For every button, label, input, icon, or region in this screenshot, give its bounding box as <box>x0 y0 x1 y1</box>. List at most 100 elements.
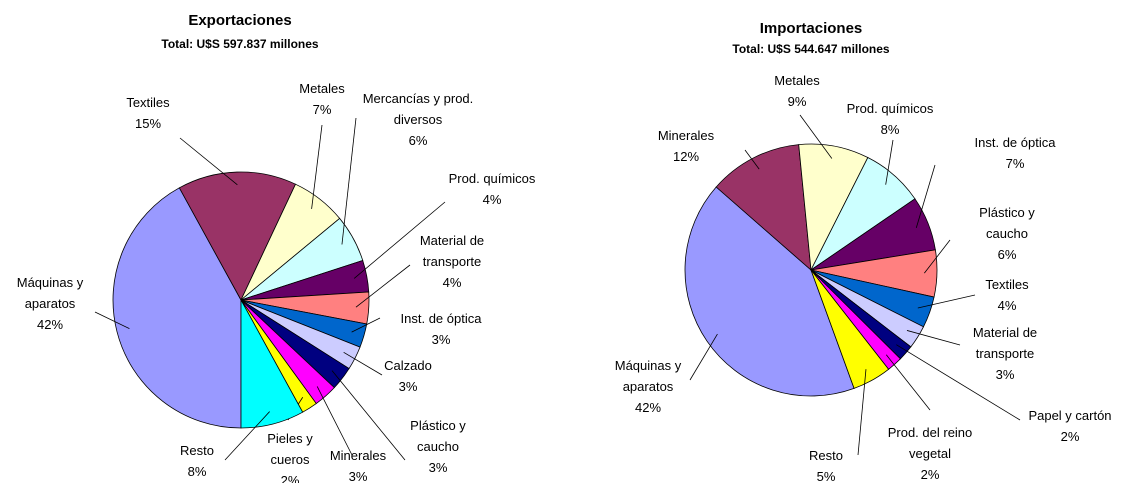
data-label: Calzado 3% <box>368 355 448 397</box>
slice-value: 6% <box>408 133 428 148</box>
leader-line <box>915 164 936 229</box>
slice-name: Minerales <box>329 448 387 463</box>
pie-slice <box>715 144 812 271</box>
data-label: Pieles y cueros 2% <box>260 428 320 483</box>
leader-line <box>94 311 130 330</box>
slice-name: Plástico y caucho <box>410 418 466 454</box>
slice-value: 3% <box>431 332 451 347</box>
slice-name: Resto <box>180 443 214 458</box>
data-label: Mercancías y prod. diversos 6% <box>361 88 476 151</box>
slice-name: Material de transporte <box>972 325 1038 361</box>
data-label: Material de transporte 4% <box>407 230 497 293</box>
data-label: Resto 5% <box>796 445 856 483</box>
slice-name: Prod. químicos <box>846 101 934 116</box>
data-label: Metales 7% <box>282 78 362 120</box>
leader-line <box>316 386 353 456</box>
data-label: Minerales 12% <box>646 125 726 167</box>
leader-line <box>744 149 760 170</box>
data-label: Prod. químicos 8% <box>830 98 950 140</box>
slice-value: 4% <box>482 192 502 207</box>
slice-value: 12% <box>672 149 700 164</box>
slice-value: 8% <box>187 464 207 479</box>
pie-slice <box>112 187 242 429</box>
leader-line <box>917 294 976 309</box>
slice-value: 6% <box>997 247 1017 262</box>
slice-name: Pieles y cueros <box>267 431 313 467</box>
slice-value: 2% <box>280 473 300 483</box>
slice-value: 42% <box>634 400 662 415</box>
leader-line <box>355 264 411 308</box>
data-label: Plástico y caucho 3% <box>396 415 481 478</box>
slice-value: 5% <box>816 469 836 483</box>
leader-line <box>799 114 833 159</box>
slice-value: 7% <box>1005 156 1025 171</box>
leader-line <box>924 239 951 274</box>
slice-value: 3% <box>428 460 448 475</box>
leader-line <box>341 117 357 245</box>
data-label: Resto 8% <box>167 440 227 482</box>
slice-value: 15% <box>134 116 162 131</box>
slice-name: Metales <box>299 81 345 96</box>
slice-value: 8% <box>880 122 900 137</box>
data-label: Material de transporte 3% <box>960 322 1050 385</box>
leader-line <box>857 369 867 456</box>
slice-value: 3% <box>995 367 1015 382</box>
slice-value: 2% <box>920 467 940 482</box>
slice-name: Textiles <box>985 277 1029 292</box>
pie-slice <box>240 299 304 429</box>
chart-subtitle: Total: U$S 544.647 millones <box>732 42 890 56</box>
slice-name: Calzado <box>384 358 432 373</box>
slice-name: Prod. del reino vegetal <box>887 425 973 461</box>
data-label: Máquinas y aparatos 42% <box>3 272 98 335</box>
slice-name: Prod. químicos <box>448 171 536 186</box>
data-label: Papel y cartón 2% <box>1010 405 1121 447</box>
slice-name: Plástico y caucho <box>979 205 1035 241</box>
data-label: Textiles 15% <box>108 92 188 134</box>
data-label: Inst. de óptica 7% <box>955 132 1075 174</box>
leader-line <box>351 317 381 333</box>
leader-line <box>343 351 383 376</box>
leader-line <box>179 137 238 186</box>
data-label: Textiles 4% <box>967 274 1047 316</box>
slice-name: Máquinas y aparatos <box>16 275 84 311</box>
data-label: Plástico y caucho 6% <box>965 202 1050 265</box>
leader-line <box>311 124 323 210</box>
leader-line <box>353 201 446 279</box>
slice-name: Papel y cartón <box>1028 408 1112 423</box>
slice-name: Inst. de óptica <box>400 311 482 326</box>
chart-title: Exportaciones <box>188 12 292 29</box>
slice-value: 4% <box>442 275 462 290</box>
slice-name: Minerales <box>657 128 715 143</box>
leader-line <box>885 139 894 185</box>
pie-slice <box>684 186 855 397</box>
slice-name: Material de transporte <box>419 233 485 269</box>
data-label: Máquinas y aparatos 42% <box>601 355 696 418</box>
slice-value: 4% <box>997 298 1017 313</box>
leader-line <box>885 354 931 411</box>
data-label: Inst. de óptica 3% <box>381 308 501 350</box>
slice-value: 9% <box>787 94 807 109</box>
slice-name: Metales <box>774 73 820 88</box>
slice-name: Inst. de óptica <box>974 135 1056 150</box>
chart-subtitle: Total: U$S 597.837 millones <box>161 37 319 51</box>
leader-line <box>896 344 1021 421</box>
pie-slice <box>810 269 890 389</box>
slice-value: 3% <box>398 379 418 394</box>
data-label: Prod. químicos 4% <box>432 168 552 210</box>
leader-line <box>224 411 270 461</box>
slice-name: Resto <box>809 448 843 463</box>
data-label: Prod. del reino vegetal 2% <box>875 422 985 483</box>
data-label: Metales 9% <box>757 70 837 112</box>
data-label: Minerales 3% <box>318 445 398 483</box>
leader-line <box>331 370 406 461</box>
slice-value: 2% <box>1060 429 1080 444</box>
slice-name: Mercancías y prod. diversos <box>362 91 474 127</box>
pie-slice <box>178 171 297 301</box>
leader-line <box>689 333 718 381</box>
slice-name: Máquinas y aparatos <box>614 358 682 394</box>
slice-value: 3% <box>348 469 368 483</box>
slice-name: Textiles <box>126 95 170 110</box>
slice-value: 7% <box>312 102 332 117</box>
